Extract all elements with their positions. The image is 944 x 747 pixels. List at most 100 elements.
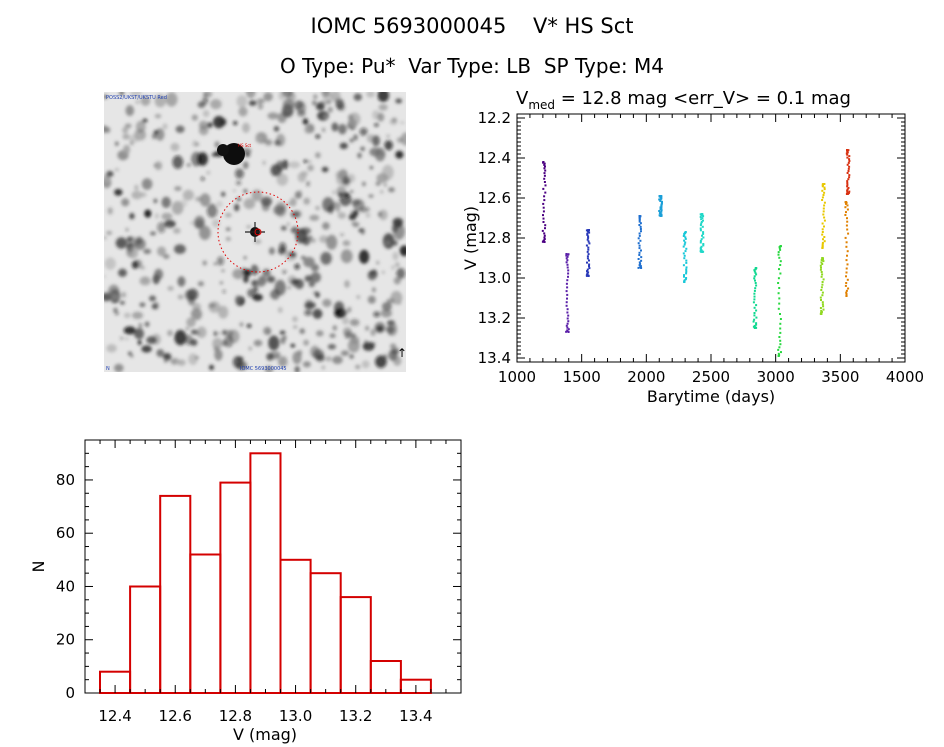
- lc-point: [586, 268, 589, 271]
- noise-blob: [391, 265, 395, 270]
- hist-y-tick-label: 20: [56, 631, 75, 649]
- noise-blob: [288, 161, 301, 169]
- lc-point: [844, 201, 847, 204]
- noise-blob: [340, 178, 351, 189]
- noise-blob: [216, 200, 223, 208]
- lc-point: [755, 284, 758, 287]
- lc-point: [777, 307, 780, 310]
- thumb-corner-label: POSS2/UKST/UKSTU Red: [106, 95, 167, 101]
- noise-blob: [245, 152, 251, 157]
- lc-point: [753, 312, 756, 314]
- lc-point: [821, 294, 824, 297]
- noise-blob: [114, 168, 120, 172]
- lc-point: [699, 241, 702, 244]
- hist-bar: [249, 452, 282, 694]
- thumb-marker-label: HS Sct: [238, 143, 252, 148]
- noise-blob: [224, 213, 232, 218]
- noise-blob: [214, 349, 223, 361]
- noise-blob: [332, 355, 343, 365]
- lc-point: [846, 191, 849, 194]
- lc-point: [821, 243, 824, 246]
- noise-blob: [242, 161, 249, 169]
- lc-point: [846, 250, 849, 253]
- lc-point: [845, 201, 848, 204]
- noise-blob: [287, 202, 291, 205]
- noise-blob: [303, 256, 315, 268]
- noise-blob: [275, 201, 287, 217]
- hist-y-axis-label: N: [29, 561, 48, 573]
- noise-blob: [275, 353, 279, 359]
- lc-point: [780, 351, 782, 354]
- lc-point: [844, 284, 847, 287]
- hist-bars: [99, 452, 432, 695]
- lc-point: [683, 239, 686, 242]
- noise-blob: [114, 363, 124, 372]
- lc-point: [637, 242, 640, 245]
- lc-point: [566, 286, 569, 289]
- noise-blob: [363, 344, 370, 351]
- lc-point: [777, 292, 780, 295]
- lc-point: [821, 189, 824, 192]
- noise-blob: [267, 275, 276, 283]
- noise-blob: [194, 215, 205, 228]
- lc-point: [701, 251, 704, 253]
- lc-point: [699, 224, 702, 227]
- lc-point: [702, 215, 705, 218]
- lc-point: [755, 316, 758, 319]
- lc-point: [682, 264, 685, 267]
- lc-point: [638, 234, 641, 237]
- noise-blob: [280, 225, 287, 231]
- noise-blob: [263, 92, 273, 102]
- lc-point: [640, 267, 643, 269]
- lc-point: [823, 225, 825, 228]
- noise-blob: [153, 198, 158, 204]
- noise-blob: [336, 186, 346, 198]
- noise-blob: [384, 240, 391, 246]
- lc-point: [638, 219, 641, 222]
- lc-point: [639, 222, 642, 225]
- noise-blob: [321, 166, 329, 173]
- noise-blob: [349, 354, 354, 359]
- noise-blob: [294, 191, 302, 199]
- noise-blob: [153, 163, 157, 168]
- lc-point: [700, 222, 703, 225]
- noise-blob: [177, 359, 186, 366]
- noise-blob: [155, 128, 165, 141]
- noise-blob: [256, 281, 265, 287]
- noise-blob: [120, 301, 125, 305]
- lc-point: [567, 269, 570, 272]
- noise-blob: [309, 214, 320, 221]
- noise-blob: [273, 126, 280, 132]
- noise-blob: [140, 95, 151, 106]
- noise-blob: [209, 364, 214, 371]
- noise-blob: [119, 92, 125, 96]
- noise-blob: [395, 150, 404, 159]
- lc-point: [821, 301, 824, 304]
- lc-point: [823, 186, 826, 189]
- lc-point: [848, 160, 851, 162]
- lc-point: [541, 240, 544, 243]
- noise-blob: [258, 103, 263, 110]
- noise-blob: [368, 194, 374, 198]
- noise-blob: [293, 325, 298, 329]
- lc-point: [638, 251, 641, 254]
- lc-point: [567, 275, 569, 278]
- lc-point: [566, 308, 569, 311]
- lc-point: [640, 230, 642, 233]
- lc-point: [845, 211, 847, 214]
- lc-point: [565, 282, 568, 285]
- noise-blob: [353, 93, 362, 101]
- lc-point: [777, 251, 780, 254]
- noise-blob: [264, 365, 274, 372]
- noise-blob: [228, 329, 240, 344]
- noise-blob: [384, 140, 393, 151]
- noise-blob: [167, 286, 174, 291]
- lc-point: [542, 161, 545, 164]
- noise-blob: [294, 263, 300, 270]
- noise-blob: [251, 189, 263, 202]
- noise-blob: [361, 360, 370, 369]
- hist-bar: [309, 572, 342, 694]
- noise-blob: [349, 138, 354, 143]
- hist-x-tick-label: 12.4: [98, 707, 131, 725]
- noise-blob: [340, 249, 353, 264]
